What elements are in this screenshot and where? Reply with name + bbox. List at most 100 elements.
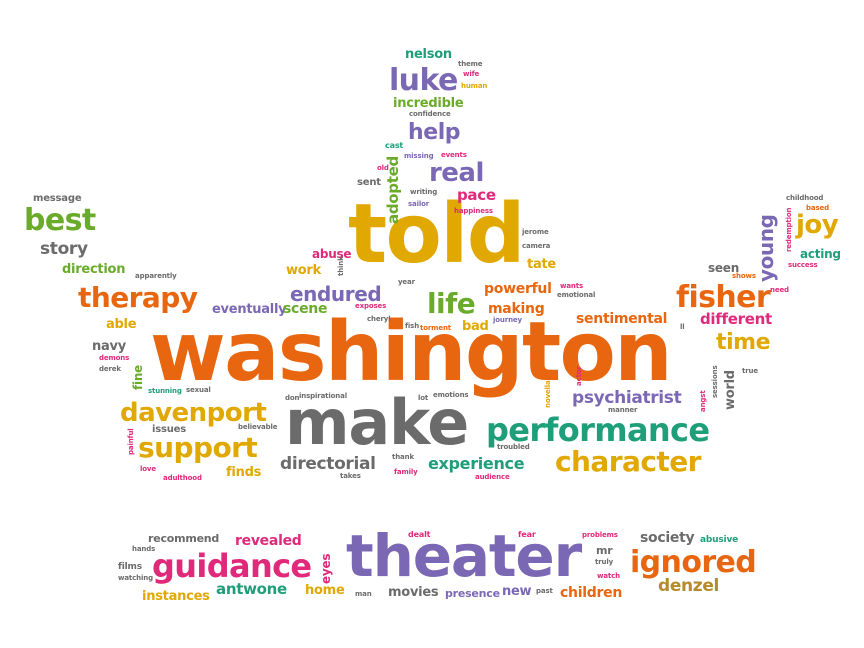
word-family: family — [394, 468, 418, 476]
word-guidance: guidance — [152, 547, 312, 585]
word-luke: luke — [389, 63, 458, 98]
word-society: society — [640, 530, 695, 546]
word-experience: experience — [428, 454, 525, 473]
word-dealt: dealt — [408, 530, 431, 539]
word-best: best — [24, 203, 96, 238]
word-recommend: recommend — [148, 532, 220, 545]
word-thank: thank — [392, 453, 414, 461]
word-sessions: sessions — [711, 365, 719, 399]
word-missing: missing — [404, 152, 434, 160]
word-movies: movies — [388, 585, 439, 600]
word-fisher: fisher — [676, 280, 771, 315]
word-bad: bad — [462, 319, 489, 334]
word-world: world — [723, 370, 738, 410]
word-man: man — [355, 590, 372, 598]
word-life: life — [427, 287, 476, 320]
word-shows: shows — [732, 272, 756, 280]
word-able: able — [106, 317, 137, 332]
word-cheryl: cheryl — [367, 315, 391, 323]
word-jerome: jerome — [522, 228, 549, 236]
word-films: films — [118, 562, 142, 572]
word-emotional: emotional — [557, 291, 596, 299]
word-theater: theater — [346, 522, 582, 590]
word-denzel: denzel — [658, 576, 720, 596]
word-year: year — [398, 278, 415, 286]
word-sentimental: sentimental — [576, 311, 668, 327]
word-demons: demons — [99, 354, 130, 362]
word-pace: pace — [457, 186, 496, 204]
word-inspirational: inspirational — [299, 392, 347, 400]
word-problems: problems — [582, 531, 618, 539]
word-abusive: abusive — [700, 535, 739, 545]
word-ll: ll — [680, 323, 685, 331]
word-powerful: powerful — [484, 281, 552, 297]
word-real: real — [429, 158, 484, 188]
word-old: old — [377, 164, 389, 172]
word-eventually: eventually — [212, 302, 287, 317]
word-nelson: nelson — [405, 47, 452, 62]
word-events: events — [441, 151, 467, 159]
word-mr: mr — [596, 544, 613, 557]
word-actor: actor — [575, 366, 583, 386]
word-presence: presence — [445, 587, 500, 600]
word-lot: lot — [418, 394, 429, 402]
word-love: love — [140, 465, 156, 473]
word-derek: derek — [99, 365, 121, 373]
word-wants: wants — [560, 282, 583, 290]
word-make: make — [285, 386, 469, 459]
word-joy: joy — [796, 210, 839, 240]
word-finds: finds — [226, 465, 262, 480]
word-writing: writing — [410, 188, 438, 196]
word-direction: direction — [62, 262, 126, 277]
word-help: help — [408, 120, 461, 145]
word-work: work — [286, 263, 321, 278]
word-children: children — [560, 585, 623, 601]
word-angst: angst — [699, 390, 707, 412]
word-novella: novella — [544, 380, 552, 408]
word-success: success — [788, 261, 818, 269]
word-childhood: childhood — [786, 194, 824, 202]
word-antwone: antwone — [216, 580, 287, 598]
word-instances: instances — [142, 589, 210, 604]
word-message: message — [33, 193, 82, 204]
word-watch: watch — [597, 572, 620, 580]
word-confidence: confidence — [409, 110, 451, 118]
word-performance: performance — [486, 411, 710, 449]
word-time: time — [716, 330, 771, 355]
word-issues: issues — [152, 424, 186, 435]
word-character: character — [555, 445, 701, 478]
word-human: human — [461, 82, 488, 90]
word-apparently: apparently — [135, 272, 177, 280]
word-told: told — [348, 187, 525, 282]
word-fear: fear — [518, 530, 536, 539]
word-audience: audience — [475, 473, 510, 481]
word-fine: fine — [131, 364, 145, 390]
word-adulthood: adulthood — [163, 474, 202, 482]
word-hands: hands — [132, 545, 156, 553]
word-redemption: redemption — [785, 207, 793, 252]
word-seen: seen — [708, 261, 740, 275]
word-journey: journey — [493, 316, 522, 324]
word-new: new — [502, 584, 532, 599]
word-cast: cast — [385, 141, 404, 150]
word-need: need — [770, 286, 789, 294]
word-past: past — [536, 587, 553, 595]
word-true: true — [742, 367, 758, 375]
word-think: think — [337, 256, 345, 276]
word-emotions: emotions — [433, 391, 469, 399]
word-navy: navy — [92, 339, 126, 354]
word-stunning: stunning — [148, 387, 182, 395]
word-eyes: eyes — [319, 553, 333, 584]
word-different: different — [700, 310, 772, 328]
word-painful: painful — [127, 428, 135, 455]
word-therapy: therapy — [78, 281, 198, 314]
word-torment: torment — [420, 324, 451, 332]
word-tate: tate — [527, 257, 556, 272]
word-making: making — [488, 301, 545, 317]
word-fish: fish — [405, 322, 420, 330]
word-endured: endured — [290, 282, 382, 306]
word-based: based — [806, 204, 829, 212]
word-scene: scene — [283, 301, 328, 317]
word-don: don — [285, 394, 300, 402]
